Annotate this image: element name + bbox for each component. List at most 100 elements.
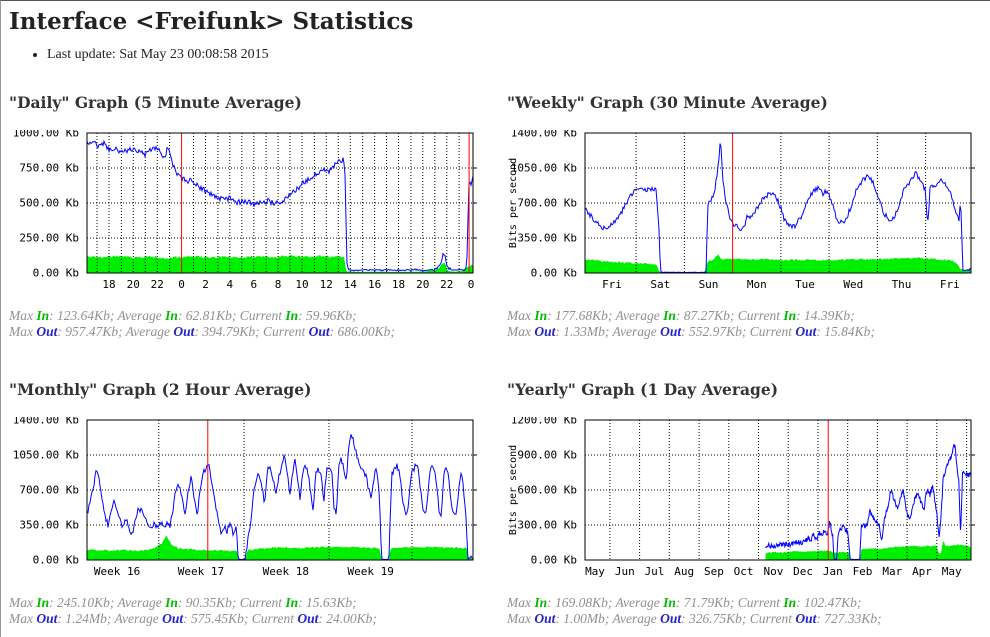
out-label: Out (308, 324, 330, 339)
x-axis-tick-label: Nov (763, 565, 783, 578)
y-axis-title: Bits per second (508, 158, 519, 248)
out-traffic-line (86, 434, 474, 561)
x-axis-tick-label: Mar (882, 565, 902, 578)
x-axis-tick-label: Sun (699, 278, 719, 291)
in-label: In (285, 308, 299, 323)
x-axis-tick-label: 10 (295, 278, 308, 291)
y-axis-tick-label: 250.00 Kb (19, 232, 79, 245)
x-axis-tick-label: 16 (368, 278, 381, 291)
in-label: In (663, 595, 676, 610)
x-axis-tick-label: Oct (734, 565, 754, 578)
y-axis-tick-label: 600.00 Kb (517, 484, 577, 497)
in-label: In (165, 595, 178, 610)
in-label: In (534, 595, 548, 610)
out-traffic-line (86, 139, 474, 272)
y-axis-tick-label: 700.00 Kb (517, 197, 577, 210)
in-traffic-area (87, 535, 473, 560)
x-axis-tick-label: Apr (912, 565, 932, 578)
out-label: Out (660, 611, 682, 626)
x-axis-tick-label: 18 (392, 278, 405, 291)
x-axis-tick-label: 6 (250, 278, 257, 291)
x-axis-tick-label: Week 18 (263, 565, 309, 578)
x-axis-tick-label: Dec (793, 565, 813, 578)
y-axis-title: Bits per second (508, 445, 519, 535)
daily-stats: Max In: 123.64Kb; Average In: 62.81Kb; C… (9, 308, 493, 340)
out-traffic-line (584, 143, 972, 274)
yearly-stats: Max In: 169.08Kb; Average In: 71.79Kb; C… (507, 595, 990, 627)
x-axis-tick-label: 20 (127, 278, 140, 291)
out-label: Out (162, 611, 184, 626)
monthly-traffic-chart: 0.00 Kb 350.00 Kb 700.00 Kb 1050.00 Kb 1400.… (13, 417, 477, 578)
y-axis-tick-label: 350.00 Kb (517, 232, 577, 245)
stats-line-in: Max In: 123.64Kb; Average In: 62.81Kb; C… (9, 308, 357, 323)
daily-traffic-chart: 0.00 Kb 250.00 Kb 500.00 Kb 750.00 Kb 1000.0… (13, 130, 477, 291)
out-label: Out (297, 611, 319, 626)
y-axis-tick-label: 0.00 Kb (531, 554, 577, 567)
in-label: In (663, 308, 676, 323)
graphs-grid: "Daily" Graph (5 Minute Average) 0.00 Kb… (9, 93, 981, 627)
out-label: Out (534, 324, 556, 339)
x-axis-tick-label: Jun (615, 565, 635, 578)
x-axis-tick-label: Feb (853, 565, 873, 578)
out-label: Out (36, 611, 58, 626)
y-axis-tick-label: 500.00 Kb (19, 197, 79, 210)
graph-section-yearly: "Yearly" Graph (1 Day Average) 0.00 Kb 30… (507, 380, 990, 627)
y-axis-tick-label: 1050.00 Kb (13, 449, 79, 462)
x-axis-tick-label: 18 (102, 278, 115, 291)
stats-line-in: Max In: 177.68Kb; Average In: 87.27Kb; C… (507, 308, 855, 323)
weekly-traffic-chart: 0.00 Kb 350.00 Kb 700.00 Kb 1050.00 Kb 1400.… (508, 130, 975, 291)
x-axis-tick-label: Sat (650, 278, 670, 291)
x-axis-tick-label: 22 (440, 278, 453, 291)
x-axis-tick-label: Jul (645, 565, 665, 578)
out-label: Out (173, 324, 195, 339)
x-axis-tick-label: 0 (468, 278, 475, 291)
graph-title-weekly: "Weekly" Graph (30 Minute Average) (507, 93, 828, 112)
x-axis-tick-label: Sep (704, 565, 724, 578)
y-axis-tick-label: 0.00 Kb (33, 554, 79, 567)
in-label: In (285, 595, 299, 610)
in-label: In (534, 308, 548, 323)
y-axis-tick-label: 1200.00 Kb (511, 417, 577, 427)
x-axis-tick-label: 2 (202, 278, 209, 291)
y-axis-tick-label: 1400.00 Kb (511, 130, 577, 140)
x-axis-tick-label: 14 (344, 278, 358, 291)
x-axis-tick-label: 12 (320, 278, 333, 291)
y-axis-tick-label: 900.00 Kb (517, 449, 577, 462)
y-axis-tick-label: 1400.00 Kb (13, 417, 79, 427)
stats-line-out: Max Out: 957.47Kb; Average Out: 394.79Kb… (9, 324, 395, 339)
x-axis-tick-label: May (585, 565, 605, 578)
update-list: Last update: Sat May 23 00:08:58 2015 (31, 47, 981, 63)
graph-title-monthly: "Monthly" Graph (2 Hour Average) (9, 380, 312, 399)
y-axis-tick-label: 350.00 Kb (19, 519, 79, 532)
out-label: Out (795, 611, 817, 626)
graph-title-yearly: "Yearly" Graph (1 Day Average) (507, 380, 779, 399)
in-traffic-area (585, 254, 971, 273)
x-axis-tick-label: Fri (940, 278, 960, 291)
y-axis-tick-label: 1000.00 Kb (13, 130, 79, 140)
page-title: Interface <Freifunk> Statistics (9, 8, 414, 35)
in-label: In (165, 308, 178, 323)
x-axis-tick-label: Fri (602, 278, 622, 291)
in-label: In (36, 595, 50, 610)
stats-line-in: Max In: 245.10Kb; Average In: 90.35Kb; C… (9, 595, 357, 610)
out-label: Out (36, 324, 58, 339)
in-label: In (783, 308, 797, 323)
out-traffic-line (765, 443, 972, 561)
y-axis-tick-label: 0.00 Kb (33, 267, 79, 280)
graph-section-monthly: "Monthly" Graph (2 Hour Average) 0.00 Kb… (9, 380, 493, 627)
x-axis-tick-label: 4 (226, 278, 233, 291)
x-axis-tick-label: Week 19 (348, 565, 394, 578)
last-update-text: Last update: Sat May 23 00:08:58 2015 (47, 47, 981, 63)
out-label: Out (795, 324, 817, 339)
x-axis-tick-label: Wed (843, 278, 863, 291)
in-label: In (36, 308, 50, 323)
graph-section-daily: "Daily" Graph (5 Minute Average) 0.00 Kb… (9, 93, 493, 340)
x-axis-tick-label: 22 (151, 278, 164, 291)
y-axis-tick-label: 700.00 Kb (19, 484, 79, 497)
x-axis-tick-label: 20 (416, 278, 429, 291)
stats-line-in: Max In: 169.08Kb; Average In: 71.79Kb; C… (507, 595, 862, 610)
in-label: In (783, 595, 797, 610)
out-label: Out (660, 324, 682, 339)
in-traffic-area (765, 540, 971, 560)
y-axis-tick-label: 1050.00 Kb (511, 162, 577, 175)
